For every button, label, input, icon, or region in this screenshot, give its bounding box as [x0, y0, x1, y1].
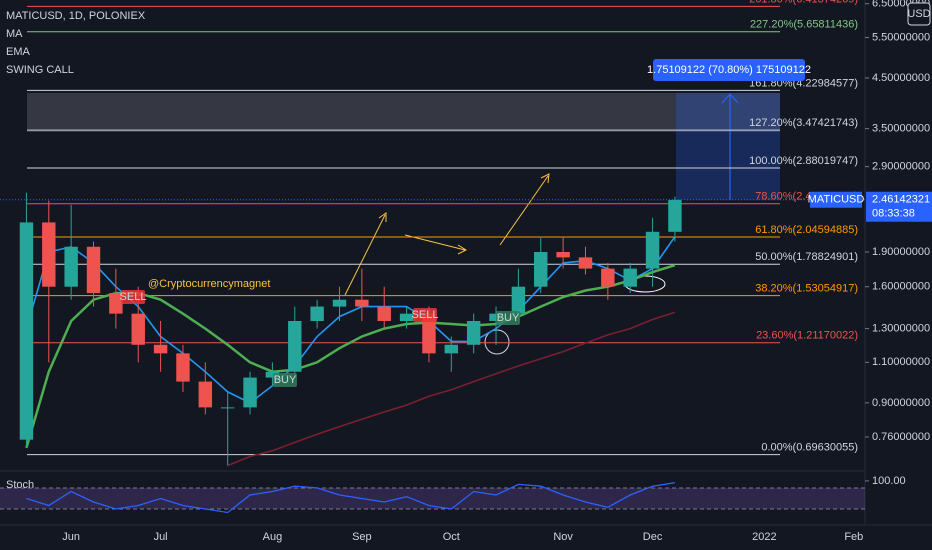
y-tick-label: 1.60000000	[872, 281, 930, 293]
signal-badge	[273, 373, 297, 387]
candle-body	[623, 268, 637, 287]
signal-label: BUY	[274, 374, 297, 386]
candle-body	[601, 268, 615, 287]
x-tick-label: Feb	[844, 531, 863, 543]
stoch-tick-label: 100.00	[872, 475, 906, 487]
price-label: 2.46142321	[872, 194, 930, 206]
chart-title: MATICUSD, 1D, POLONIEX	[6, 10, 146, 22]
signal-badge	[413, 308, 437, 322]
symbol-label: MATICUSD	[808, 194, 865, 206]
x-tick-label: Nov	[553, 531, 573, 543]
fib-label: 38.20%(1.53054917)	[755, 283, 858, 295]
y-tick-label: 1.90000000	[872, 246, 930, 258]
signal-badge	[496, 311, 520, 325]
legend-entry: MA	[6, 28, 23, 40]
candle-body	[19, 222, 34, 440]
unit-box	[907, 2, 931, 26]
y-unit: USD	[907, 8, 930, 20]
y-tick-label: 1.30000000	[872, 323, 930, 335]
candle-body	[288, 320, 302, 372]
fib-zone	[27, 93, 780, 132]
candle-body	[265, 371, 280, 378]
stoch-band	[0, 487, 865, 510]
stoch-title: Stoch	[6, 479, 34, 491]
x-tick-label: Oct	[443, 531, 460, 543]
fib-label: 127.20%(3.47421743)	[749, 117, 858, 129]
signal-label: SELL	[120, 291, 147, 303]
candle-body	[42, 222, 56, 287]
candle-body	[332, 299, 347, 307]
candle-body	[422, 313, 436, 354]
measure-box	[653, 59, 805, 81]
fib-label: 50.00%(1.78824901)	[755, 251, 858, 263]
fib-label: 227.20%(5.65811436)	[750, 19, 858, 31]
candle-body	[176, 353, 190, 382]
fib-label: 0.00%(0.69630055)	[761, 442, 858, 454]
candle-body	[109, 293, 123, 314]
measure-zone	[676, 93, 780, 200]
signal-label: SELL	[412, 309, 439, 321]
candle-body	[86, 246, 101, 294]
x-tick-label: Dec	[643, 531, 663, 543]
fib-label: 61.80%(2.04594885)	[755, 224, 858, 236]
measure-arrow-head	[721, 93, 739, 104]
fib-label: 261.80%(6.41374269)	[749, 0, 858, 5]
legend-entry: EMA	[6, 46, 31, 58]
candle-body	[399, 313, 414, 321]
y-tick-label: 0.90000000	[872, 397, 930, 409]
candle-body	[220, 407, 235, 409]
x-tick-label: Jun	[62, 531, 80, 543]
y-tick-label: 3.50000000	[872, 123, 930, 135]
y-tick-label: 0.76000000	[872, 431, 930, 443]
candle-body	[131, 313, 145, 345]
candle-body	[444, 344, 459, 354]
signal-badge	[121, 290, 145, 304]
fib-label: 100.00%(2.88019747)	[749, 155, 858, 167]
signal-label: BUY	[497, 312, 520, 324]
x-tick-label: Sep	[352, 531, 372, 543]
measure-label: 1.75109122 (70.80%) 175109122	[647, 64, 811, 76]
candle-body	[534, 251, 548, 287]
fib-label: 23.60%(1.21170022)	[756, 330, 858, 342]
candle-body	[198, 381, 213, 408]
y-tick-label: 1.10000000	[872, 356, 930, 368]
legend-entry: SWING CALL	[6, 64, 74, 76]
candle-body	[645, 231, 660, 269]
y-tick-label: 6.50000000	[872, 0, 930, 10]
candle-body	[511, 286, 526, 314]
candle-body	[243, 377, 257, 408]
countdown-label: 08:33:38	[872, 208, 915, 220]
y-tick-label: 2.90000000	[872, 161, 930, 173]
candle-body	[153, 344, 168, 354]
candle-body	[310, 306, 324, 321]
candle-body	[377, 306, 391, 321]
drawn-arrows	[344, 173, 550, 296]
candle-body	[355, 299, 369, 307]
candle-body	[668, 199, 682, 232]
candle-body	[64, 246, 78, 287]
candle-body	[466, 320, 481, 345]
y-tick-label: 5.50000000	[872, 31, 930, 43]
highlight-circle	[484, 329, 510, 355]
price-box	[866, 191, 932, 222]
x-tick-label: Jul	[154, 531, 168, 543]
candle-body	[578, 257, 593, 269]
ma-line	[227, 311, 676, 467]
symbol-box	[810, 191, 862, 208]
x-tick-label: 2022	[752, 531, 776, 543]
watermark: @Cryptocurrencymagnet	[148, 278, 270, 290]
candle-body	[556, 251, 570, 258]
stoch-line	[26, 482, 676, 514]
x-tick-label: Aug	[263, 531, 283, 543]
y-tick-label: 4.50000000	[872, 72, 930, 84]
